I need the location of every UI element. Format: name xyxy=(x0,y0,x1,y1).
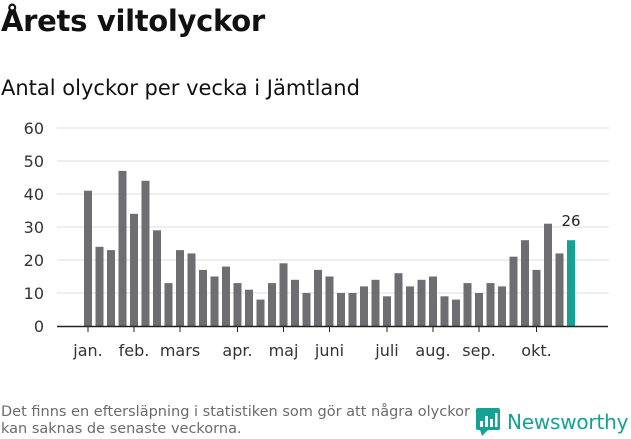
bar xyxy=(302,293,311,326)
bar xyxy=(348,293,357,326)
x-tick-label: juni xyxy=(314,341,344,360)
newsworthy-chart-icon xyxy=(476,408,500,436)
bar xyxy=(153,230,161,326)
bar xyxy=(245,289,253,326)
footnote: Det finns en eftersläpning i statistiken… xyxy=(1,404,470,437)
x-tick-label: maj xyxy=(269,341,299,360)
bar xyxy=(452,299,460,326)
bar xyxy=(544,223,552,326)
data-labels: 26 xyxy=(561,212,580,230)
bar xyxy=(509,256,518,326)
bar xyxy=(233,283,242,326)
bar xyxy=(199,269,207,326)
bar xyxy=(337,293,345,326)
x-tick-label: jan. xyxy=(72,341,102,360)
x-tick-label: apr. xyxy=(222,341,252,360)
bar-highlight xyxy=(567,240,575,326)
bar xyxy=(463,283,472,326)
y-tick-label: 10 xyxy=(24,284,44,303)
bar xyxy=(176,250,184,326)
bar xyxy=(95,246,104,326)
bar xyxy=(475,293,483,326)
x-tick-label: juli xyxy=(374,341,398,360)
bar xyxy=(360,286,368,326)
bar xyxy=(107,250,115,326)
bar xyxy=(417,279,426,326)
bar xyxy=(314,269,322,326)
data-label: 26 xyxy=(561,212,580,230)
bar xyxy=(268,283,276,326)
bar xyxy=(371,279,380,326)
bar xyxy=(141,180,150,326)
x-tick-label: okt. xyxy=(521,341,551,360)
bar xyxy=(210,276,219,326)
bar xyxy=(84,190,92,326)
y-axis-ticks: 0 10 20 30 40 50 60 xyxy=(24,119,44,336)
bar xyxy=(325,276,334,326)
bar xyxy=(383,296,391,326)
bar xyxy=(498,286,506,326)
y-tick-label: 60 xyxy=(24,119,44,138)
bar xyxy=(532,269,541,326)
bar xyxy=(256,299,265,326)
chart-subtitle: Antal olyckor per vecka i Jämtland xyxy=(1,76,360,100)
y-tick-label: 30 xyxy=(24,218,44,237)
bar xyxy=(555,253,564,326)
y-tick-label: 50 xyxy=(24,152,44,171)
bar xyxy=(164,283,173,326)
x-axis: jan. feb. mars apr. maj juni juli aug. sep. okt. xyxy=(57,325,608,360)
x-tick-label: sep. xyxy=(462,341,495,360)
y-tick-label: 40 xyxy=(24,185,44,204)
x-tick-label: feb. xyxy=(119,341,150,360)
bar xyxy=(429,276,437,326)
bar xyxy=(486,283,495,326)
bar xyxy=(406,286,414,326)
bar xyxy=(521,240,529,326)
bar xyxy=(440,296,449,326)
brand-name: Newsworthy xyxy=(507,410,629,434)
y-tick-label: 0 xyxy=(34,317,44,336)
bar xyxy=(187,253,196,326)
bar xyxy=(130,213,138,326)
chart-title: Årets viltolyckor xyxy=(1,4,265,38)
bar xyxy=(118,170,127,326)
bar xyxy=(394,273,403,326)
y-tick-label: 20 xyxy=(24,251,44,270)
bars xyxy=(84,170,575,326)
newsworthy-logo[interactable]: Newsworthy xyxy=(475,407,628,437)
bar-chart: 0 10 20 30 40 50 60 jan. feb. mars apr. maj juni jul… xyxy=(24,119,609,360)
bar xyxy=(222,266,230,326)
x-tick-label: aug. xyxy=(415,341,450,360)
bar xyxy=(279,263,288,326)
bar xyxy=(291,279,299,326)
x-tick-label: mars xyxy=(160,341,200,360)
